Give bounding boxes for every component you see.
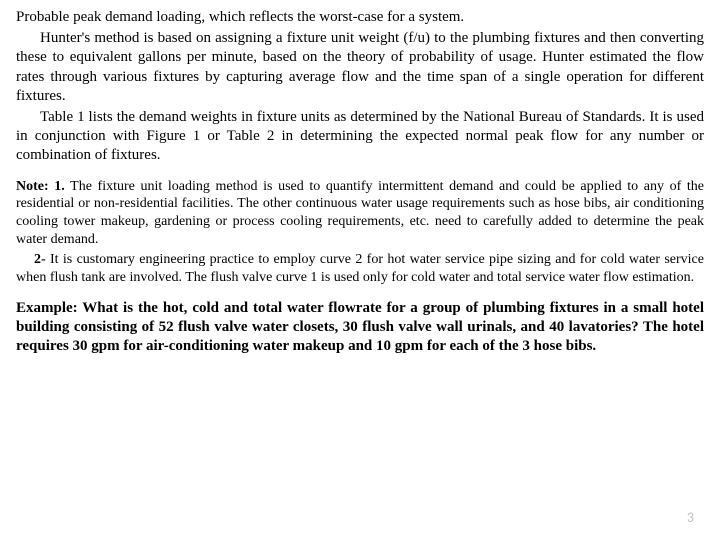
note-label: Note: [16, 179, 49, 194]
note-2-number: 2- [34, 252, 46, 267]
note-1-text: The fixture unit loading method is used … [16, 179, 704, 248]
note-2-text: It is customary engineering practice to … [16, 252, 704, 285]
paragraph-hunters-method: Hunter's method is based on assigning a … [16, 29, 704, 106]
note-2: 2- It is customary engineering practice … [16, 251, 704, 287]
note-1-number: 1. [54, 179, 65, 194]
document-page: Probable peak demand loading, which refl… [0, 0, 720, 367]
spacer [16, 289, 704, 299]
note-1: Note: 1. The fixture unit loading method… [16, 178, 704, 250]
example-paragraph: Example: What is the hot, cold and total… [16, 299, 704, 357]
paragraph-probable-peak: Probable peak demand loading, which refl… [16, 8, 704, 27]
paragraph-table1: Table 1 lists the demand weights in fixt… [16, 108, 704, 166]
page-number: 3 [687, 509, 694, 526]
example-label: Example: [16, 300, 78, 316]
example-text: What is the hot, cold and total water fl… [16, 300, 704, 354]
spacer [16, 168, 704, 178]
